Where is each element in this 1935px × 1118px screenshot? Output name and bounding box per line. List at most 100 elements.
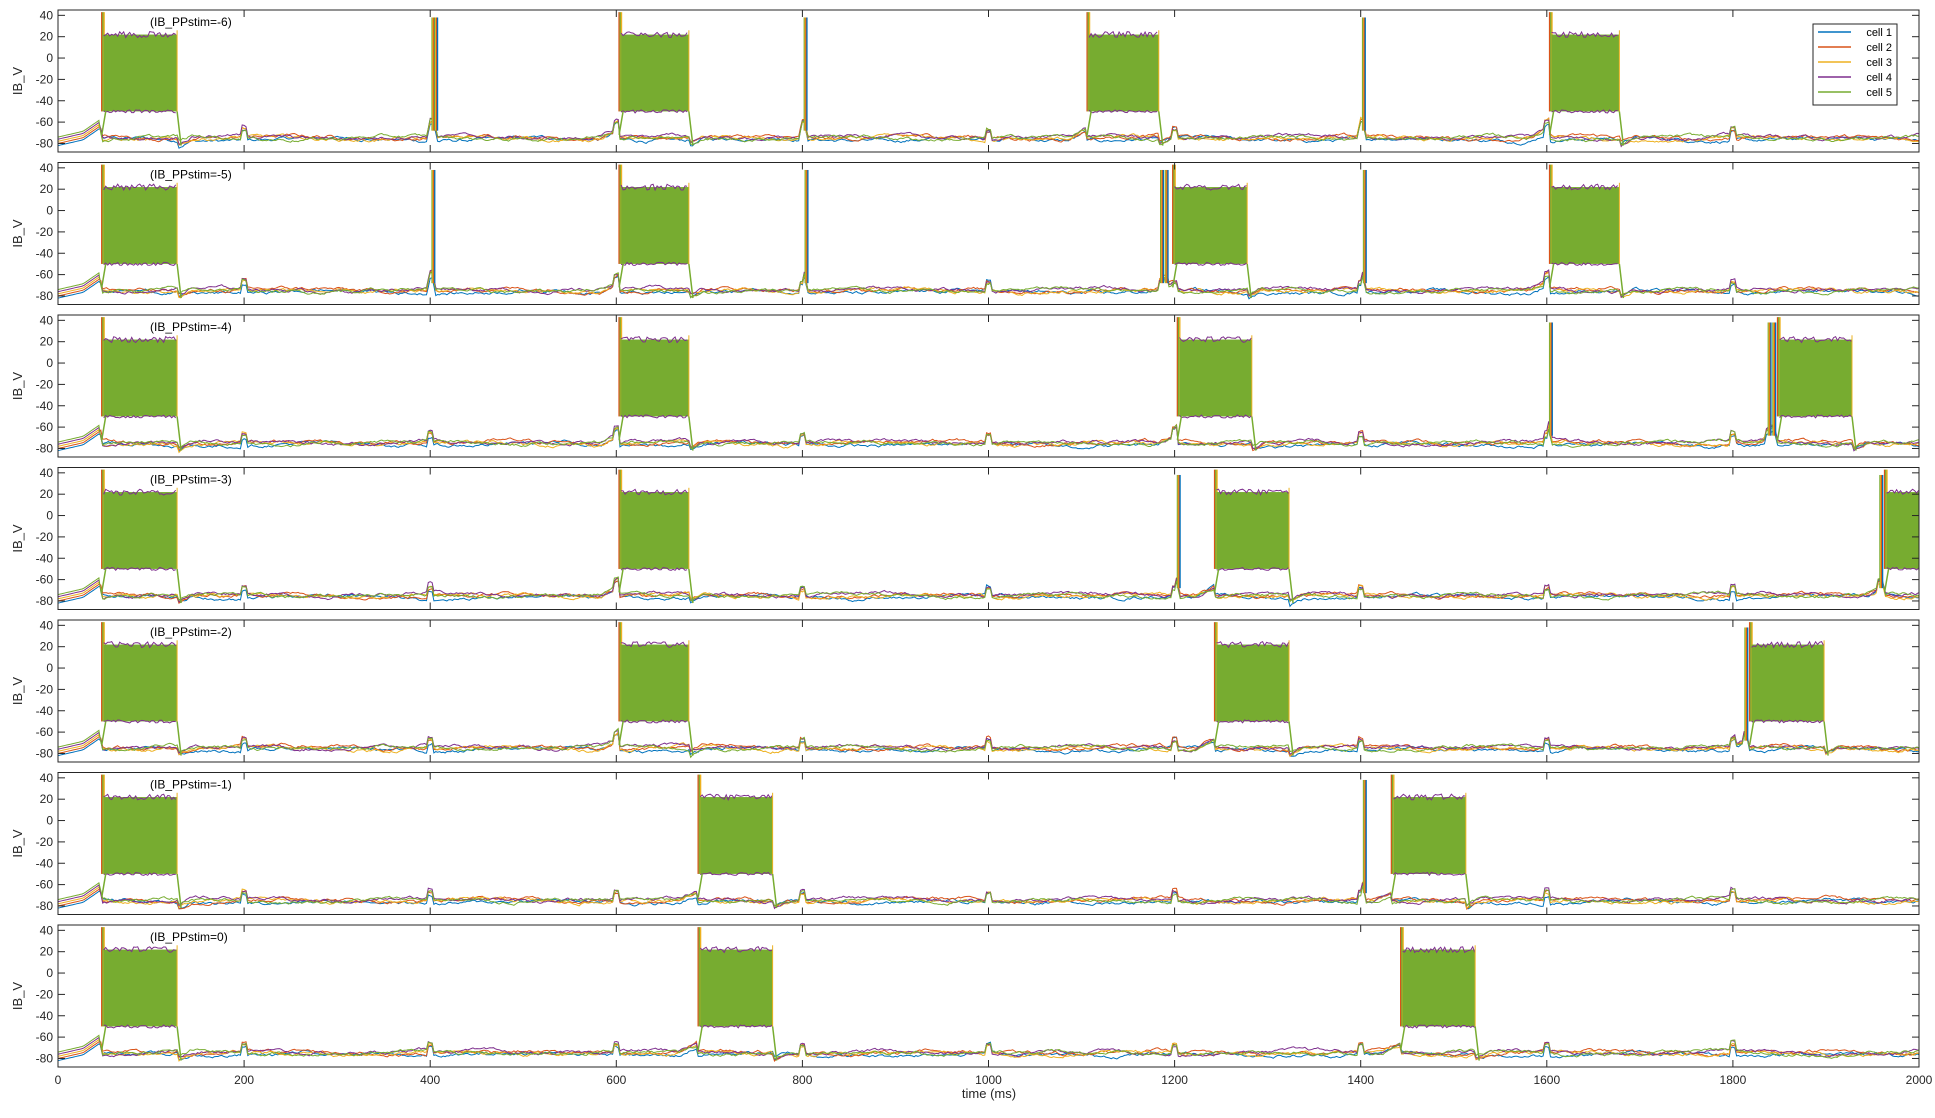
y-tick-label: -40 (36, 1009, 54, 1023)
y-tick-label: 40 (40, 161, 54, 175)
burst-1 (100, 927, 182, 1061)
burst-2 (618, 317, 694, 451)
burst-bottom-edge (1751, 719, 1824, 724)
burst-fall (1474, 1026, 1480, 1061)
shared-x-axis: time (ms) 0 200 400 600 800 1000 1200 1400 1600 1… (55, 1073, 1933, 1101)
y-axis-label: IB_V (10, 219, 25, 248)
burst-rise (1883, 568, 1890, 593)
x-tick-label: 200 (234, 1073, 254, 1087)
x-tick-label: 1000 (975, 1073, 1002, 1087)
burst-top-edge (1393, 793, 1466, 801)
burst-bottom-edge (103, 261, 177, 267)
y-tick-label: 20 (40, 30, 54, 44)
cell-3-baseline-trace (58, 423, 1919, 454)
x-tick-label: 600 (606, 1073, 626, 1087)
burst-fall (176, 873, 182, 909)
y-tick-label: -60 (36, 268, 54, 282)
y-tick-label: -80 (36, 899, 54, 913)
x-tick-label: 1200 (1161, 1073, 1188, 1087)
burst-rise (618, 568, 624, 593)
subplot-2: -80 -60 -40 -20 0 20 40 IB_V (IB_PPstim=-5) (10, 161, 1920, 305)
y-tick-label: -20 (36, 682, 54, 696)
burst-bottom-edge (1179, 414, 1252, 419)
cell-4-baseline-trace (58, 882, 1919, 910)
burst-rise (1399, 1026, 1406, 1051)
burst-fall (176, 263, 182, 299)
burst-bottom-edge (1551, 109, 1618, 114)
burst-top-edge (103, 335, 177, 344)
x-tick-label: 0 (55, 1073, 62, 1087)
burst-rise (1548, 111, 1555, 136)
burst-block (700, 797, 773, 874)
y-tick-label: 20 (40, 335, 54, 349)
burst-bottom-edge (1216, 719, 1289, 724)
legend-label-cell-4: cell 4 (1866, 72, 1892, 84)
burst-rise (1548, 263, 1555, 288)
burst-top-edge (103, 640, 177, 649)
y-tick-label: -20 (36, 225, 54, 239)
burst-rise (100, 263, 107, 288)
y-tick-label: 20 (40, 945, 54, 959)
cell-3-baseline-trace (58, 1038, 1919, 1062)
traces (58, 12, 1919, 149)
burst-rise (100, 721, 107, 746)
burst-top-edge (621, 488, 688, 496)
burst-block (1751, 644, 1825, 722)
y-tick-label: 0 (46, 204, 53, 218)
burst-top-edge (1179, 336, 1252, 343)
burst-2 (618, 622, 694, 756)
burst-fall (688, 721, 694, 756)
single-spike-2 (1879, 474, 1884, 589)
burst-top-edge (1751, 640, 1825, 649)
burst-block (1393, 797, 1466, 874)
burst-bottom-edge (103, 719, 176, 724)
subplot-4: -80 -60 -40 -20 0 20 40 IB_V (IB_PPstim=-3) (10, 466, 1920, 610)
y-tick-label: 20 (40, 640, 54, 654)
cell-1-baseline-trace (58, 275, 1919, 300)
burst-bottom-edge (1886, 566, 1919, 571)
burst-block (621, 339, 689, 417)
cell-5-baseline-trace (58, 118, 1919, 146)
cell-4-baseline-trace (58, 269, 1919, 299)
burst-fall (1158, 111, 1164, 146)
legend-label-cell-2: cell 2 (1866, 42, 1892, 54)
y-tick-label: -80 (36, 289, 54, 303)
burst-bottom-edge (1551, 261, 1618, 266)
burst-rise (1213, 721, 1220, 746)
burst-3 (1171, 164, 1252, 299)
y-tick-label: 0 (46, 51, 53, 65)
cell-1-baseline-trace (58, 733, 1919, 757)
cell-5-baseline-trace (58, 424, 1919, 450)
burst-bottom-edge (1088, 109, 1158, 114)
burst-top-edge (103, 793, 177, 801)
burst-top-edge (699, 793, 773, 801)
y-tick-label: -40 (36, 246, 54, 260)
burst-3 (1390, 774, 1471, 909)
y-tick-label: -20 (36, 987, 54, 1001)
y-tick-label: -60 (36, 115, 54, 129)
burst-rise (697, 1026, 703, 1051)
burst-block (621, 644, 689, 722)
burst-block (103, 339, 178, 417)
cell-2-baseline-trace (58, 882, 1919, 911)
x-tick-label: 1800 (1720, 1073, 1747, 1087)
burst-fall (1251, 416, 1257, 451)
burst-top-edge (1551, 183, 1618, 191)
burst-4 (1748, 622, 1829, 756)
burst-2 (618, 12, 694, 146)
burst-top-edge (1886, 488, 1919, 495)
burst-block (103, 797, 178, 874)
burst-bottom-edge (620, 719, 688, 724)
burst-1 (100, 12, 182, 146)
cell-3-baseline-trace (58, 116, 1919, 146)
burst-rise (100, 873, 107, 898)
single-spike-1 (1176, 474, 1181, 589)
cell-3-baseline-trace (58, 881, 1919, 910)
burst-fall (688, 263, 694, 299)
cell-4-baseline-trace (58, 577, 1919, 603)
cell-5-baseline-trace (58, 576, 1919, 603)
burst-1 (100, 317, 182, 451)
subplot-title: (IB_PPstim=-3) (150, 473, 232, 487)
y-tick-label: -20 (36, 377, 54, 391)
